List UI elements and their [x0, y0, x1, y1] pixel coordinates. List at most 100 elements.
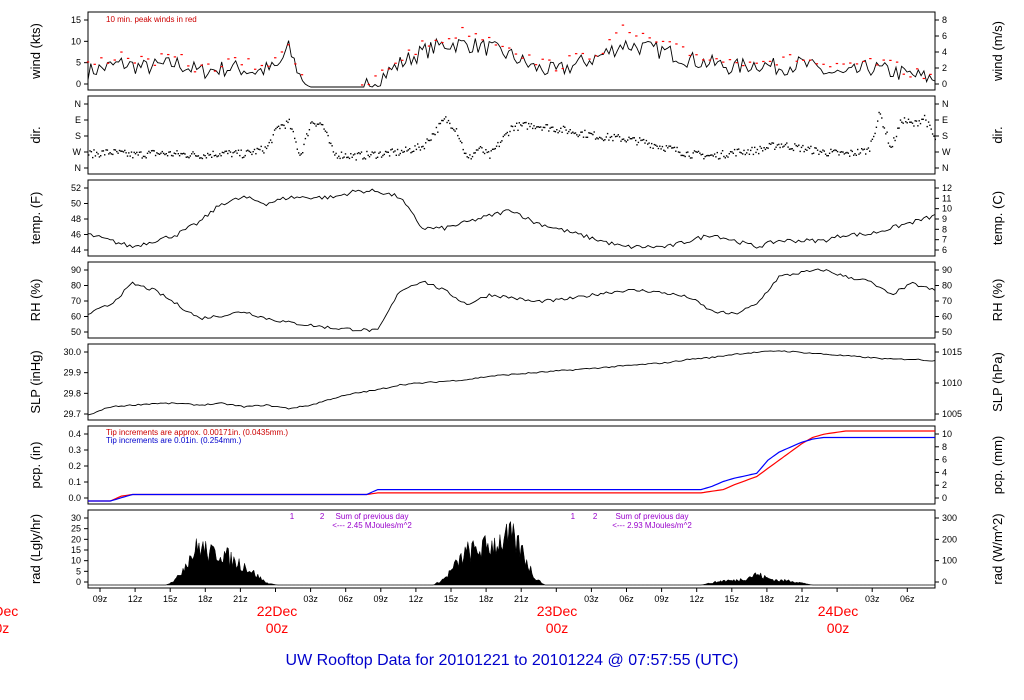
dir-point [188, 157, 190, 159]
x-tick-label: 15z [163, 594, 178, 604]
dir-point [264, 146, 266, 148]
x-tick-label: 06z [338, 594, 353, 604]
dir-point [676, 146, 678, 149]
dir-point [237, 149, 240, 151]
dir-point [770, 143, 772, 145]
dir-point [818, 153, 820, 155]
dir-point [427, 139, 430, 142]
dir-point [680, 154, 682, 157]
dir-point [358, 152, 360, 154]
x-tick-label: 09z [654, 594, 669, 604]
dir-point [284, 127, 286, 129]
day-label-hour: 00z [0, 620, 9, 636]
dir-point [565, 129, 567, 131]
dir-point [746, 152, 748, 154]
dir-point [802, 144, 804, 147]
dir-point [823, 150, 825, 152]
dir-point [914, 120, 916, 122]
dir-point [481, 147, 483, 149]
dir-point [503, 134, 506, 136]
rh-ytick-left-label: 60 [71, 312, 81, 322]
dir-point [89, 150, 91, 152]
dir-point [443, 118, 446, 120]
dir-point [187, 156, 189, 158]
day-label-date: 22Dec [257, 603, 297, 619]
dir-point [742, 153, 744, 155]
dir-point [247, 149, 249, 151]
dir-point [94, 155, 97, 157]
dir-point [310, 122, 312, 124]
dir-point [528, 122, 530, 125]
dir-point [659, 145, 661, 147]
dir-point [865, 153, 867, 155]
temp-ylabel-right: temp. (C) [990, 191, 1005, 245]
rh-series-line [87, 268, 936, 333]
dir-point [407, 149, 409, 151]
dir-point [411, 151, 413, 153]
dir-point [121, 150, 123, 152]
dir-point [871, 138, 874, 140]
dir-point [655, 144, 657, 146]
dir-point [192, 151, 194, 153]
dir-point [576, 134, 578, 136]
wind-ytick-right-label: 8 [942, 15, 947, 25]
pcp-ytick-right-label: 10 [942, 429, 952, 439]
dir-point [366, 150, 368, 153]
dir-point [816, 149, 819, 151]
dir-point [272, 134, 274, 136]
dir-point [517, 129, 519, 131]
dir-point [704, 155, 706, 158]
dir-point [419, 149, 422, 151]
dir-point [473, 152, 475, 154]
x-tick-label: 18z [198, 594, 213, 604]
dir-point [633, 137, 635, 139]
dir-point [847, 152, 849, 154]
dir-point [824, 153, 827, 155]
temp-ylabel-left: temp. (F) [28, 192, 43, 245]
dir-point [812, 152, 815, 154]
dir-point [632, 137, 634, 139]
x-tick-label: 21z [233, 594, 248, 604]
dir-point [152, 149, 154, 152]
dir-point [699, 152, 701, 154]
dir-point [201, 157, 204, 160]
dir-point [621, 138, 623, 141]
dir-point [117, 152, 119, 154]
dir-point [668, 145, 670, 147]
pcp-annotation-blue: Tip increments are 0.01in. (0.254mm.) [106, 436, 242, 445]
dir-point [604, 139, 606, 141]
dir-point [910, 121, 912, 123]
dir-point [328, 142, 331, 144]
dir-point [291, 128, 293, 130]
dir-point [719, 157, 721, 160]
dir-point [181, 153, 183, 155]
rh-ytick-left-label: 70 [71, 296, 81, 306]
dir-point [707, 154, 709, 157]
dir-point [665, 145, 668, 147]
dir-point [661, 145, 664, 148]
dir-point [370, 154, 372, 156]
dir-point [525, 121, 527, 124]
dir-point [172, 155, 174, 157]
dir-point [165, 153, 167, 155]
dir-point [826, 155, 828, 157]
dir-point [510, 125, 512, 127]
pcp-ytick-right-label: 4 [942, 467, 947, 477]
dir-point [558, 130, 561, 132]
dir-point [893, 137, 895, 139]
dir-point [759, 145, 761, 148]
dir-point [586, 136, 589, 138]
dir-point [466, 156, 468, 158]
dir-point [455, 128, 458, 130]
dir-point [470, 158, 472, 160]
dir-point [116, 150, 118, 153]
pcp-ytick-left-label: 0.3 [68, 445, 81, 455]
dir-point [463, 152, 466, 154]
dir-point [100, 155, 102, 157]
dir-point [322, 124, 324, 126]
dir-point [677, 151, 680, 153]
dir-point [639, 137, 641, 139]
chart-footer-title: UW Rooftop Data for 20101221 to 20101224… [285, 652, 739, 669]
dir-point [220, 155, 222, 157]
dir-point [675, 150, 677, 152]
